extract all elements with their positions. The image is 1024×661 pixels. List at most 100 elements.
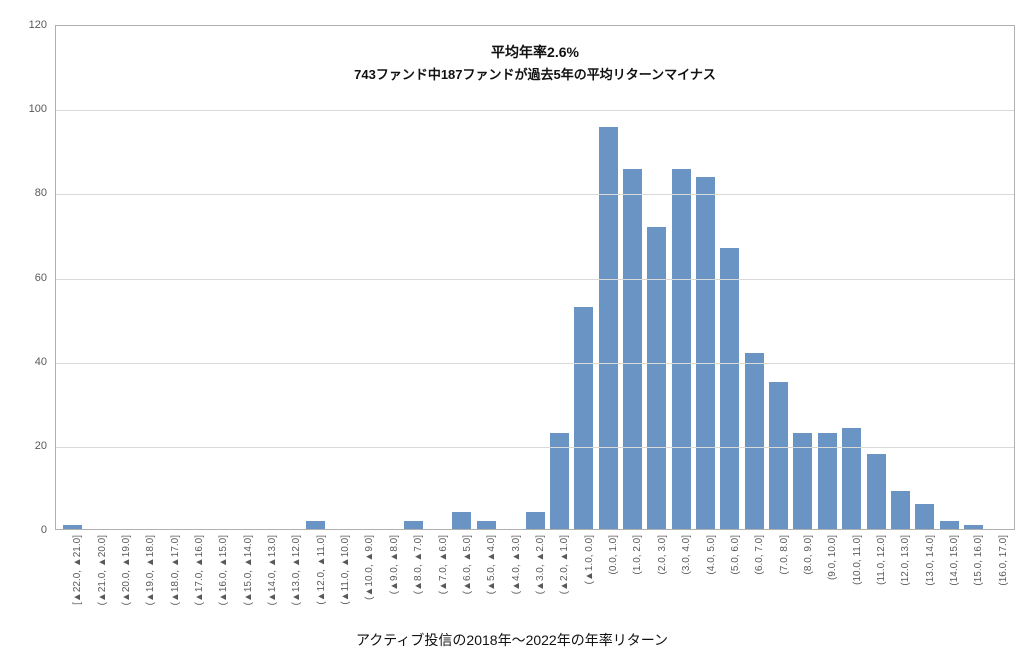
bar-column: (0.0, 1.0]: [596, 26, 620, 529]
x-tick-label: (1.0, 2.0]: [632, 535, 643, 574]
x-tick-label: (▲7.0, ▲6.0]: [438, 535, 449, 594]
bar-column: (▲10.0, ▲9.0]: [352, 26, 376, 529]
x-tick-label: (▲14.0, ▲13.0]: [267, 535, 278, 605]
bar-column: (▲16.0, ▲15.0]: [206, 26, 230, 529]
x-tick-label: (▲8.0, ▲7.0]: [413, 535, 424, 594]
x-tick-label: (▲1.0, 0.0]: [584, 535, 595, 584]
bar: [940, 521, 959, 529]
bar-column: (10.0, 11.0]: [840, 26, 864, 529]
bar-column: (▲19.0, ▲18.0]: [133, 26, 157, 529]
x-tick-label: (▲17.0, ▲16.0]: [194, 535, 205, 605]
bar-column: (16.0, 17.0]: [986, 26, 1010, 529]
y-tick-label: 80: [25, 187, 47, 199]
bar-column: (3.0, 4.0]: [669, 26, 693, 529]
bar: [915, 504, 934, 529]
x-tick-label: (▲3.0, ▲2.0]: [535, 535, 546, 594]
x-tick-label: (▲10.0, ▲9.0]: [364, 535, 375, 600]
bar: [769, 382, 788, 529]
x-tick-label: (15.0, 16.0]: [973, 535, 984, 586]
bar: [404, 521, 423, 529]
bar-column: [▲22.0, ▲21.0]: [60, 26, 84, 529]
bar: [477, 521, 496, 529]
bar-column: (▲6.0, ▲5.0]: [450, 26, 474, 529]
bar-column: (14.0, 15.0]: [937, 26, 961, 529]
y-tick-label: 20: [25, 440, 47, 452]
x-tick-label: [▲22.0, ▲21.0]: [72, 535, 83, 605]
bar-column: (▲7.0, ▲6.0]: [425, 26, 449, 529]
x-tick-label: (▲9.0, ▲8.0]: [389, 535, 400, 594]
bar: [526, 512, 545, 529]
bar: [818, 433, 837, 529]
bar: [696, 177, 715, 529]
bar: [964, 525, 983, 529]
bar-column: (13.0, 14.0]: [913, 26, 937, 529]
x-tick-label: (16.0, 17.0]: [998, 535, 1009, 586]
bar-column: (▲3.0, ▲2.0]: [523, 26, 547, 529]
bar: [647, 227, 666, 529]
x-tick-label: (▲16.0, ▲15.0]: [218, 535, 229, 605]
bar-column: (2.0, 3.0]: [645, 26, 669, 529]
bar-column: (▲17.0, ▲16.0]: [182, 26, 206, 529]
bar-column: (▲13.0, ▲12.0]: [279, 26, 303, 529]
bar-column: (7.0, 8.0]: [766, 26, 790, 529]
bar: [745, 353, 764, 529]
y-tick-label: 60: [25, 272, 47, 284]
bar-column: (15.0, 16.0]: [961, 26, 985, 529]
bar-column: (8.0, 9.0]: [791, 26, 815, 529]
y-tick-label: 40: [25, 356, 47, 368]
x-tick-label: (2.0, 3.0]: [657, 535, 668, 574]
bars-container: [▲22.0, ▲21.0](▲21.0, ▲20.0](▲20.0, ▲19.…: [56, 26, 1014, 529]
x-tick-label: (▲4.0, ▲3.0]: [511, 535, 522, 594]
bar-column: (▲20.0, ▲19.0]: [109, 26, 133, 529]
bar-column: (▲2.0, ▲1.0]: [547, 26, 571, 529]
x-tick-label: (3.0, 4.0]: [681, 535, 692, 574]
x-tick-label: (5.0, 6.0]: [730, 535, 741, 574]
bar: [599, 127, 618, 529]
bar-column: (11.0, 12.0]: [864, 26, 888, 529]
x-tick-label: (▲19.0, ▲18.0]: [145, 535, 156, 605]
x-tick-label: (9.0, 10.0]: [827, 535, 838, 580]
x-tick-label: (11.0, 12.0]: [876, 535, 887, 585]
bar: [550, 433, 569, 529]
bar-column: (5.0, 6.0]: [718, 26, 742, 529]
bar-column: (1.0, 2.0]: [620, 26, 644, 529]
x-tick-label: (▲13.0, ▲12.0]: [291, 535, 302, 605]
bar-column: (▲14.0, ▲13.0]: [255, 26, 279, 529]
bar-column: (▲5.0, ▲4.0]: [474, 26, 498, 529]
x-tick-label: (8.0, 9.0]: [803, 535, 814, 574]
x-tick-label: (6.0, 7.0]: [754, 535, 765, 574]
x-tick-label: (14.0, 15.0]: [949, 535, 960, 586]
x-tick-label: (▲18.0, ▲17.0]: [170, 535, 181, 605]
x-tick-label: (7.0, 8.0]: [779, 535, 790, 574]
bar: [891, 491, 910, 529]
x-tick-label: (▲6.0, ▲5.0]: [462, 535, 473, 594]
histogram-chart: 平均年率2.6% 743ファンド中187ファンドが過去5年の平均リターンマイナス…: [0, 0, 1024, 661]
x-tick-label: (▲21.0, ▲20.0]: [97, 535, 108, 605]
bar: [672, 169, 691, 529]
bar-column: (▲15.0, ▲14.0]: [231, 26, 255, 529]
bar: [720, 248, 739, 529]
bar-column: (12.0, 13.0]: [888, 26, 912, 529]
x-tick-label: (10.0, 11.0]: [852, 535, 863, 585]
y-tick-label: 120: [25, 19, 47, 31]
bar-column: (▲8.0, ▲7.0]: [401, 26, 425, 529]
bar: [574, 307, 593, 529]
x-tick-label: (▲5.0, ▲4.0]: [486, 535, 497, 594]
bar-column: (▲9.0, ▲8.0]: [377, 26, 401, 529]
x-tick-label: (▲2.0, ▲1.0]: [559, 535, 570, 594]
bar-column: (4.0, 5.0]: [693, 26, 717, 529]
chart-caption: アクティブ投信の2018年～2022年の年率リターン: [0, 630, 1024, 650]
x-tick-label: (▲11.0, ▲10.0]: [340, 535, 351, 605]
x-tick-label: (12.0, 13.0]: [900, 535, 911, 586]
bar-column: (▲4.0, ▲3.0]: [498, 26, 522, 529]
bar: [452, 512, 471, 529]
bar-column: (▲11.0, ▲10.0]: [328, 26, 352, 529]
bar-column: (▲12.0, ▲11.0]: [304, 26, 328, 529]
bar-column: (▲1.0, 0.0]: [572, 26, 596, 529]
x-tick-label: (4.0, 5.0]: [706, 535, 717, 574]
x-tick-label: (▲12.0, ▲11.0]: [316, 535, 327, 605]
bar: [867, 454, 886, 529]
bar-column: (9.0, 10.0]: [815, 26, 839, 529]
x-tick-label: (▲20.0, ▲19.0]: [121, 535, 132, 605]
bar-column: (▲18.0, ▲17.0]: [157, 26, 181, 529]
